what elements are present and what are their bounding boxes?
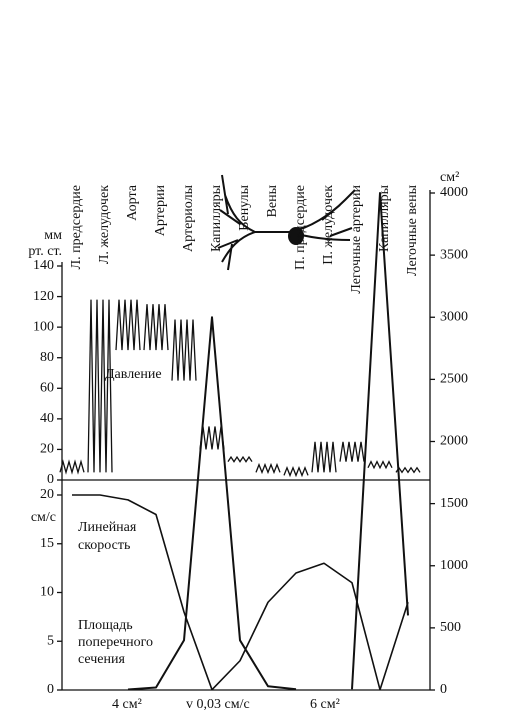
y-tick-label: 20 (40, 487, 54, 502)
y-tick-label: 2500 (440, 372, 468, 387)
pressure-unit: мм (44, 228, 62, 243)
pressure-unit: рт. ст. (28, 244, 62, 259)
pressure-wave (199, 426, 225, 450)
x-category-label: Венулы (237, 184, 252, 230)
x-category-label: П. желудочек (321, 185, 336, 265)
velocity-unit: см/с (31, 510, 56, 525)
area-label: поперечного (78, 635, 153, 650)
pressure-wave (395, 466, 421, 474)
y-tick-label: 0 (47, 682, 54, 697)
x-category-label: Аорта (125, 184, 140, 221)
y-tick-label: 10 (40, 585, 54, 600)
y-tick-label: 100 (33, 319, 54, 334)
annotation: 6 см² (310, 697, 340, 712)
pressure-wave (59, 459, 85, 475)
x-category-label: Капилляры (209, 184, 224, 252)
y-tick-label: 3500 (440, 247, 468, 262)
pressure-wave (171, 319, 197, 381)
y-tick-label: 15 (40, 536, 54, 551)
y-tick-label: 80 (40, 350, 54, 365)
x-category-label: Артериолы (181, 184, 196, 252)
x-category-label: П. предсердие (293, 185, 308, 270)
area-unit: см² (440, 170, 459, 185)
y-tick-label: 0 (440, 682, 447, 697)
x-category-label: Артерии (153, 185, 168, 237)
y-tick-label: 1000 (440, 558, 468, 573)
y-tick-label: 5 (47, 633, 54, 648)
pressure-wave (227, 455, 253, 463)
x-category-label: Л. предсердие (69, 185, 84, 269)
pressure-label: Давление (105, 367, 162, 382)
vessel-tree (217, 174, 356, 271)
pressure-wave (255, 462, 281, 475)
velocity-line (72, 494, 409, 691)
pressure-wave (115, 299, 141, 351)
y-tick-label: 0 (47, 472, 54, 487)
y-tick-label: 1500 (440, 496, 468, 511)
annotation: 4 см² (112, 697, 142, 712)
pressure-wave (87, 299, 113, 473)
area-label: Площадь (78, 618, 133, 633)
x-category-label: Легочные вены (405, 184, 420, 276)
x-category-label: Легочные артерии (349, 185, 364, 294)
y-tick-label: 40 (40, 411, 54, 426)
velocity-label: скорость (78, 538, 130, 553)
x-category-label: Вены (265, 184, 280, 217)
y-tick-label: 120 (33, 289, 54, 304)
pressure-wave (143, 304, 169, 351)
pressure-wave (339, 441, 365, 462)
pressure-wave (311, 441, 337, 473)
y-tick-label: 3000 (440, 309, 468, 324)
area-label: сечения (78, 652, 125, 667)
y-tick-label: 60 (40, 381, 54, 396)
y-tick-label: 20 (40, 442, 54, 457)
y-tick-label: 4000 (440, 185, 468, 200)
annotation: v 0,03 см/с (186, 697, 250, 712)
area-line (127, 192, 409, 691)
y-tick-label: 2000 (440, 434, 468, 449)
velocity-label: Линейная (78, 520, 137, 535)
pressure-wave (283, 465, 309, 478)
x-category-label: Л. желудочек (97, 185, 112, 264)
y-tick-label: 500 (440, 620, 461, 635)
pressure-wave (367, 460, 393, 470)
y-tick-label: 140 (33, 258, 54, 273)
